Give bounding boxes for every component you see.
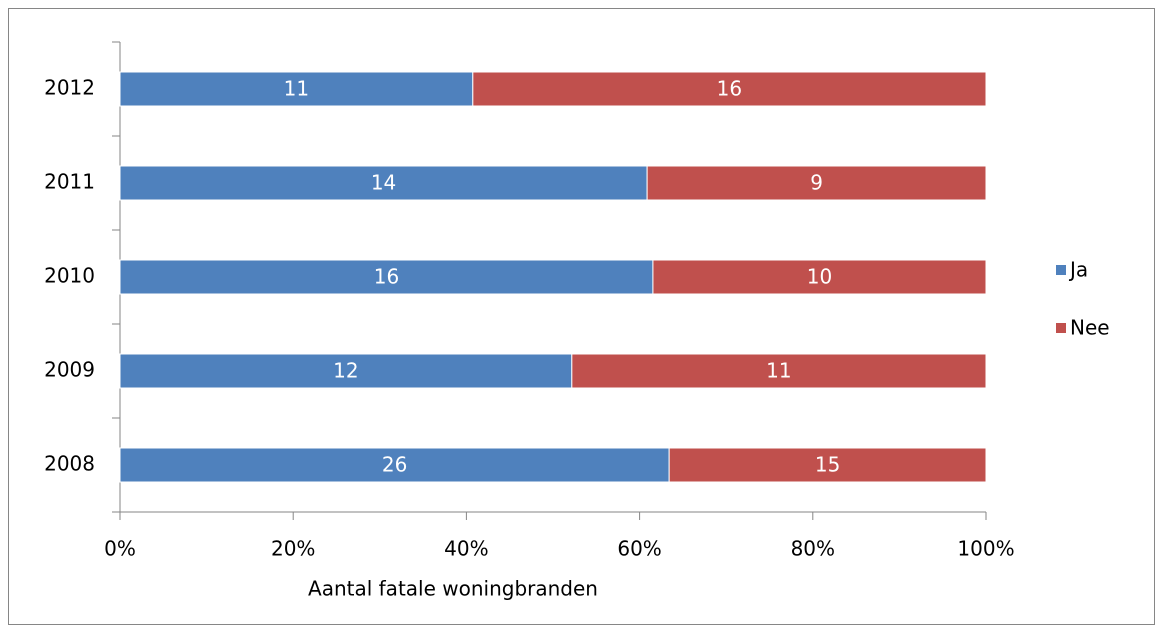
bar-segment <box>652 259 987 295</box>
x-axis-title: Aantal fatale woningbranden <box>308 577 598 601</box>
bar-segment <box>646 165 987 201</box>
data-label: 26 <box>382 453 407 477</box>
x-tick-label: 100% <box>957 537 1014 561</box>
chart-border <box>8 8 1155 625</box>
data-label: 14 <box>371 171 396 195</box>
legend-label: Ja <box>1068 258 1088 282</box>
x-tick-label: 40% <box>444 537 488 561</box>
legend-label: Nee <box>1070 316 1110 340</box>
data-label: 11 <box>766 359 791 383</box>
x-tick-label: 80% <box>791 537 835 561</box>
data-label: 16 <box>717 77 742 101</box>
y-tick-label: 2011 <box>44 170 95 194</box>
bar-segment <box>668 447 987 483</box>
y-tick-label: 2012 <box>44 76 95 100</box>
legend-swatch <box>1056 323 1066 333</box>
y-tick-label: 2010 <box>44 264 95 288</box>
y-tick-label: 2009 <box>44 358 95 382</box>
data-label: 12 <box>333 359 358 383</box>
data-label: 11 <box>284 77 309 101</box>
bar-segment <box>119 165 648 201</box>
bar-segment <box>119 71 474 107</box>
bar-segment <box>119 259 654 295</box>
bar-segment <box>472 71 987 107</box>
bar-segment <box>571 353 987 389</box>
x-tick-label: 60% <box>617 537 661 561</box>
x-tick-label: 20% <box>271 537 315 561</box>
x-tick-label: 0% <box>104 537 136 561</box>
data-label: 15 <box>815 453 840 477</box>
data-label: 16 <box>374 265 399 289</box>
legend-swatch <box>1056 265 1066 275</box>
data-label: 9 <box>810 171 823 195</box>
data-label: 10 <box>807 265 832 289</box>
y-tick-label: 2008 <box>44 452 95 476</box>
